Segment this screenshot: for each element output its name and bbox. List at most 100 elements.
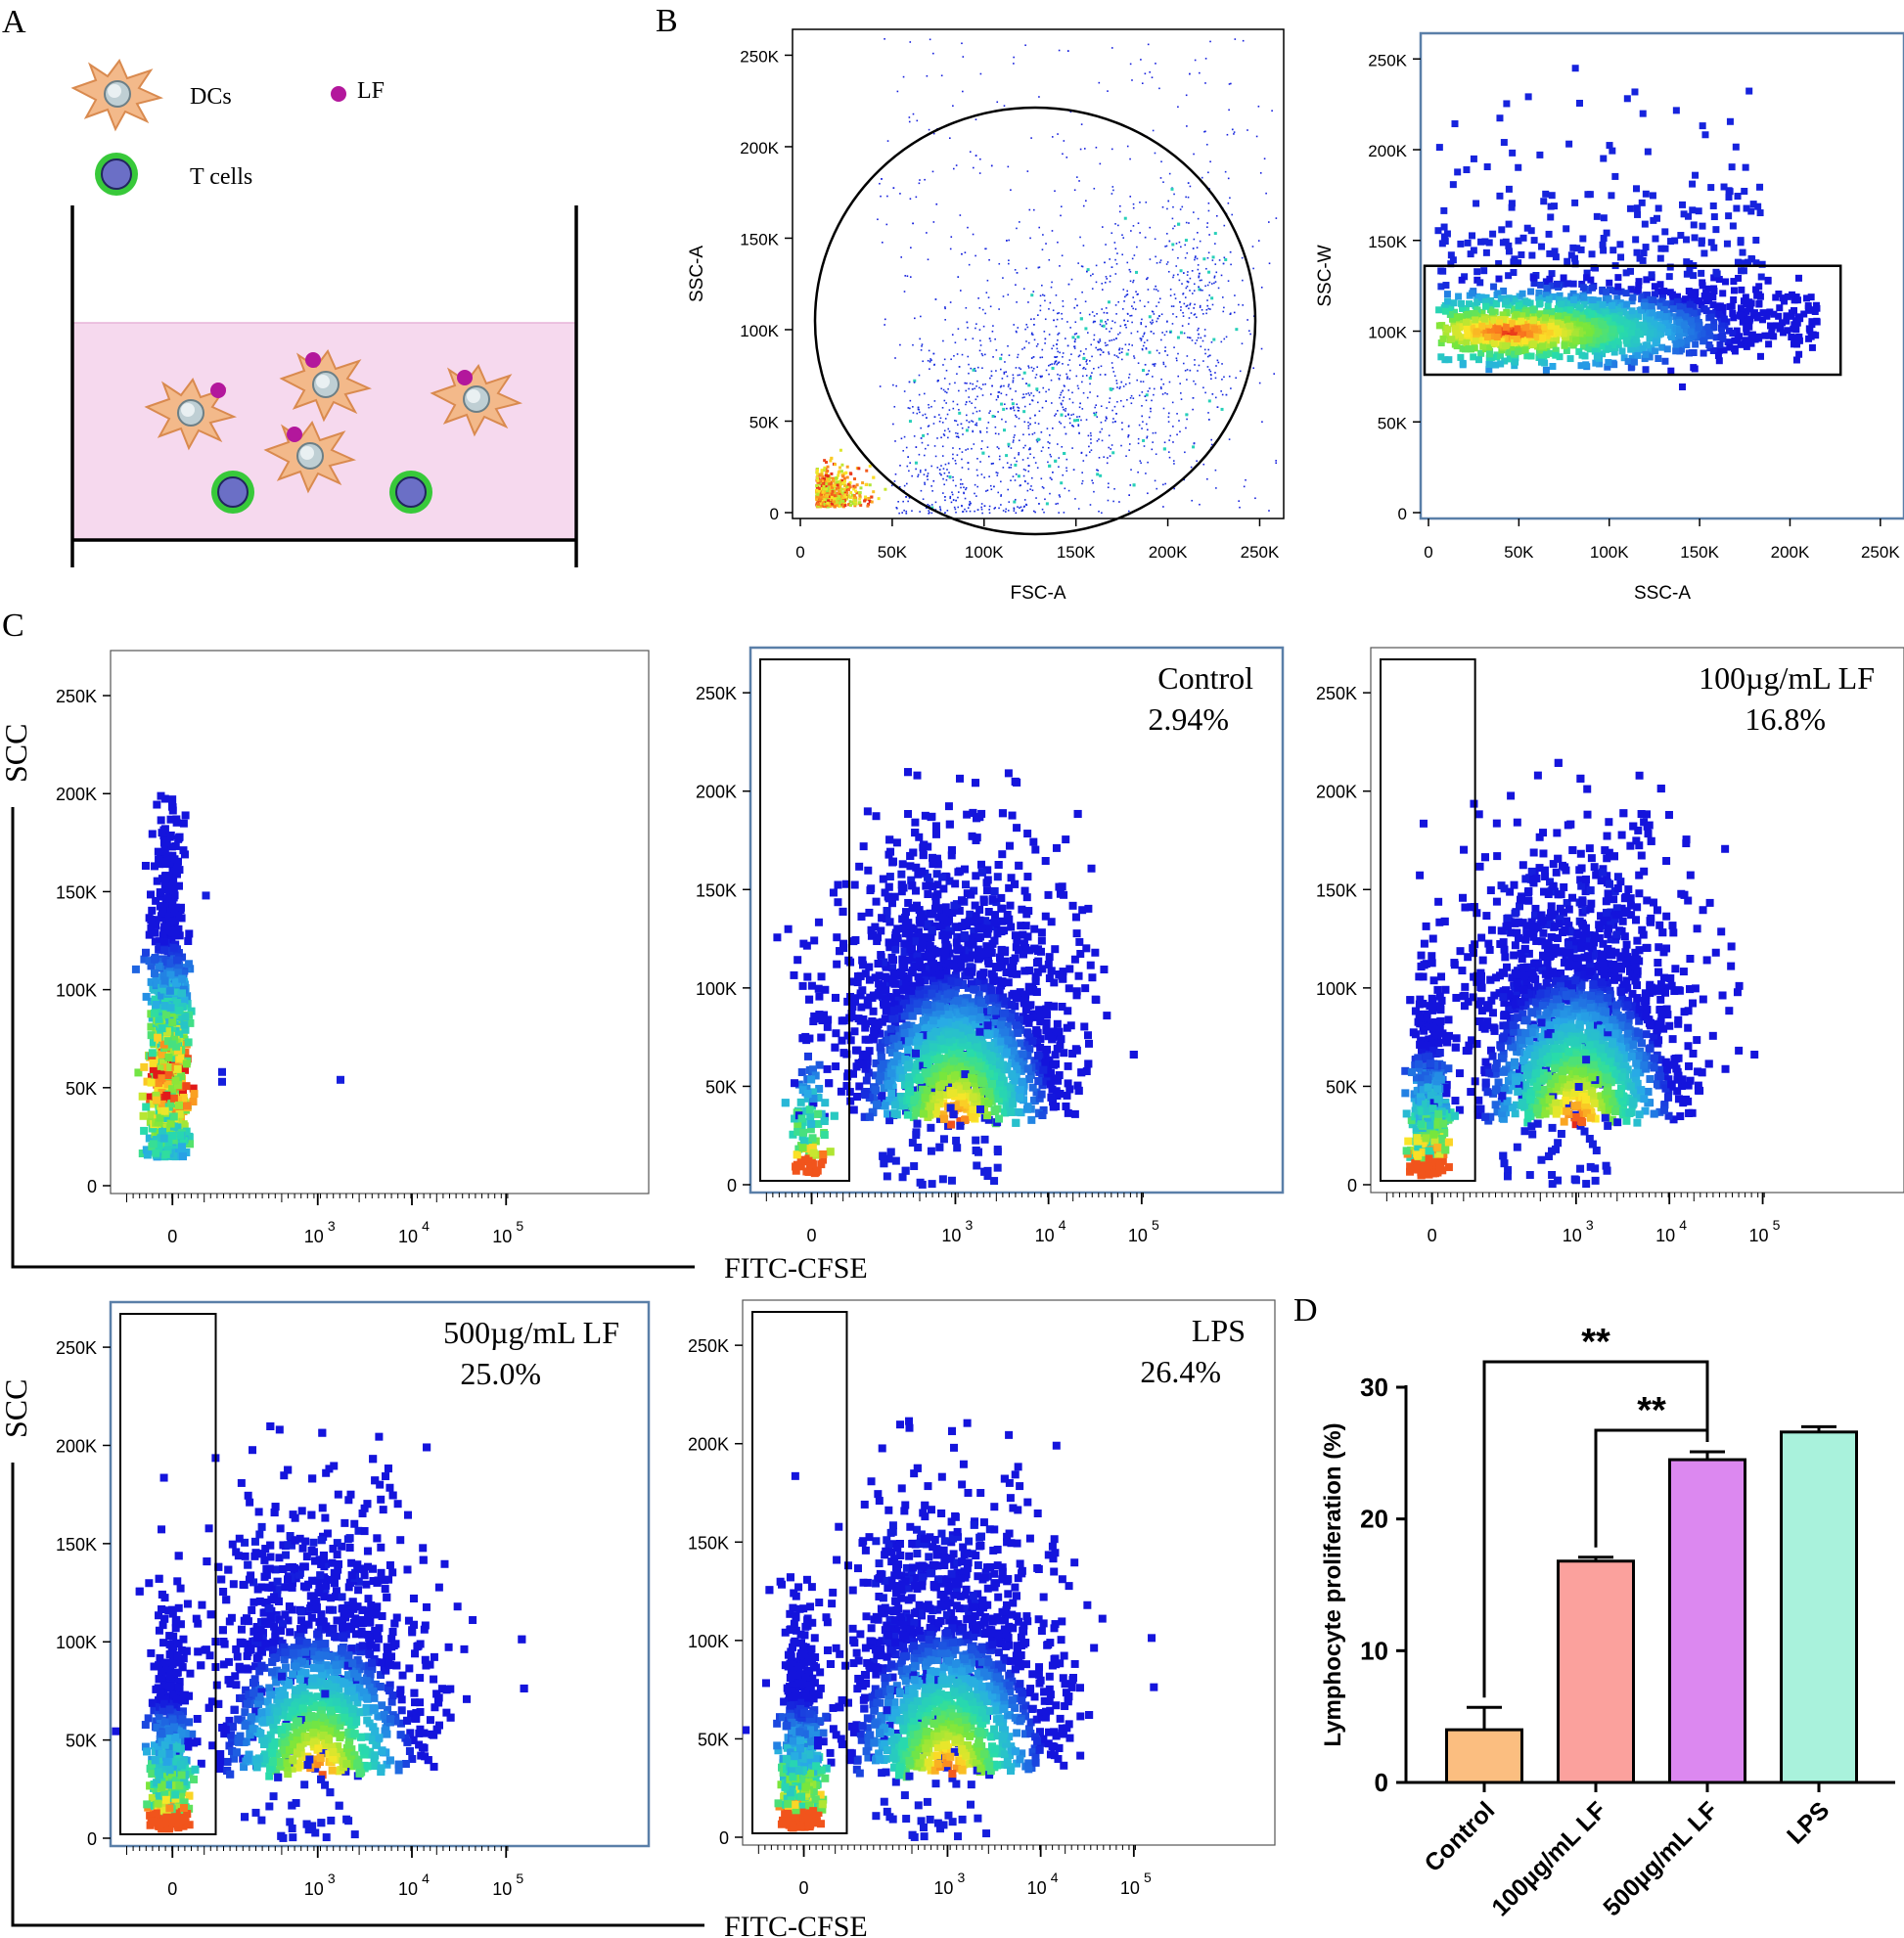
event-dot [975, 254, 976, 257]
event-dot [929, 358, 931, 360]
event-dot [157, 816, 165, 825]
event-dot [1088, 313, 1091, 316]
event-dot [1129, 270, 1132, 273]
event-dot [913, 382, 916, 383]
t-cell-icon [389, 471, 432, 514]
event-dot [1167, 416, 1170, 419]
event-dot [890, 484, 893, 487]
event-dot [1590, 318, 1598, 326]
event-dot [1169, 288, 1172, 291]
event-dot [868, 464, 872, 468]
event-dot [1128, 443, 1131, 445]
event-dot [1022, 371, 1026, 375]
event-dot [968, 263, 971, 266]
event-dot [1111, 362, 1113, 364]
event-dot [1055, 413, 1057, 416]
event-dot [1813, 304, 1821, 312]
event-dot [1512, 358, 1519, 366]
event-dot [1584, 191, 1592, 199]
event-dot [912, 222, 914, 225]
event-dot [1078, 406, 1081, 409]
event-dot [938, 506, 941, 508]
event-dot [1179, 331, 1183, 335]
event-dot [842, 487, 846, 491]
event-dot [1128, 494, 1130, 496]
event-dot [1742, 163, 1749, 171]
event-dot [1622, 290, 1630, 297]
event-dot [955, 420, 958, 423]
event-dot [1243, 485, 1246, 488]
event-dot [828, 487, 832, 491]
event-dot [1004, 361, 1006, 363]
event-dot [1733, 327, 1741, 335]
event-dot [1223, 306, 1225, 309]
event-dot [1529, 317, 1537, 325]
event-dot [1648, 322, 1655, 330]
event-dot [1725, 212, 1733, 220]
event-dot [1620, 354, 1628, 362]
event-dot [1066, 378, 1068, 380]
y-tick-label: 200K [740, 139, 779, 158]
event-dot [1583, 274, 1591, 282]
event-dot [1788, 333, 1795, 340]
event-dot [1631, 88, 1639, 96]
event-dot [819, 473, 823, 476]
event-dot [1054, 361, 1057, 364]
event-dot [1160, 338, 1162, 341]
event-dot [1018, 439, 1020, 442]
event-dot [1561, 341, 1568, 349]
event-dot [1220, 407, 1224, 411]
event-dot [1699, 122, 1706, 130]
event-dot [1042, 234, 1044, 236]
event-dot [1530, 325, 1538, 333]
event-dot [1730, 287, 1738, 294]
legend-lf-label: LF [357, 78, 385, 104]
event-dot [1058, 361, 1061, 364]
event-dot [919, 338, 921, 340]
event-dot [1120, 444, 1122, 447]
event-dot [961, 483, 964, 485]
event-dot [1729, 222, 1737, 230]
event-dot [1037, 266, 1040, 269]
y-tick-label: 0 [1398, 505, 1407, 523]
event-dot [1582, 361, 1590, 369]
event-dot [1032, 456, 1035, 459]
event-dot [1109, 331, 1111, 333]
event-dot [981, 354, 984, 357]
event-dot [1133, 254, 1136, 256]
event-dot [1071, 336, 1075, 339]
event-dot [1230, 263, 1232, 266]
event-dot [1018, 452, 1020, 454]
event-dot [1162, 447, 1166, 451]
event-dot [1794, 296, 1802, 304]
event-dot [1275, 462, 1277, 465]
event-dot [928, 403, 929, 406]
event-dot [836, 491, 839, 495]
event-dot [1016, 272, 1019, 274]
event-dot [1223, 224, 1226, 227]
event-dot [1614, 283, 1622, 291]
event-dot [1538, 243, 1546, 250]
event-dot [825, 480, 829, 484]
event-dot [1145, 346, 1148, 349]
event-dot [1073, 340, 1076, 343]
event-dot [156, 892, 164, 901]
event-dot [1716, 340, 1724, 348]
event-dot [1074, 297, 1077, 300]
event-dot [1578, 314, 1586, 322]
event-dot [1135, 270, 1139, 274]
event-dot [996, 474, 999, 476]
event-dot [1140, 322, 1143, 324]
event-dot [1079, 312, 1082, 314]
event-dot [1147, 373, 1150, 376]
event-dot [953, 506, 956, 509]
event-dot [932, 132, 935, 135]
event-dot [1542, 366, 1550, 374]
event-dot [1483, 333, 1491, 340]
event-dot [1443, 291, 1451, 298]
event-dot [1131, 79, 1133, 81]
event-dot [1045, 369, 1048, 372]
event-dot [1641, 298, 1649, 306]
event-dot [1185, 94, 1188, 97]
event-dot [1000, 402, 1004, 406]
